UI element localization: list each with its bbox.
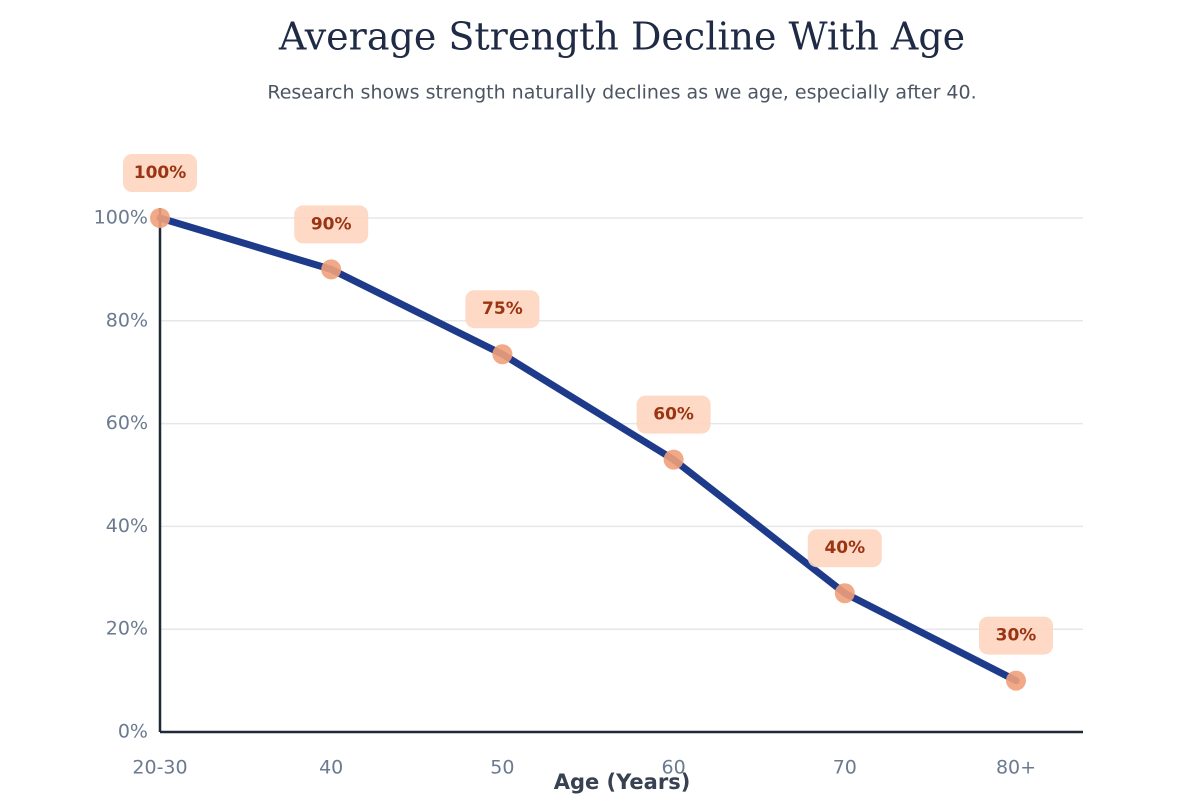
- point: [492, 344, 513, 365]
- y-tick-label: 40%: [106, 515, 148, 537]
- x-tick-label: 70: [833, 757, 857, 779]
- point: [663, 449, 684, 470]
- point-label: 100%: [134, 163, 187, 183]
- x-tick-label: 60: [662, 757, 686, 779]
- y-tick-label: 100%: [94, 207, 148, 229]
- x-tick-label: 20-30: [132, 757, 187, 779]
- label-box: [294, 205, 369, 244]
- label-box: [807, 529, 882, 568]
- point-label: 75%: [482, 299, 523, 319]
- chart-title: Average Strength Decline With Age: [278, 15, 965, 59]
- x-axis-title: Age (Years): [554, 770, 691, 794]
- point: [321, 259, 342, 280]
- label-box: [465, 290, 540, 329]
- x-tick-label: 50: [490, 757, 514, 779]
- x-tick-label: 40: [319, 757, 343, 779]
- point: [1006, 670, 1026, 691]
- chart-subtitle: Research shows strength naturally declin…: [267, 82, 976, 104]
- point: [150, 208, 170, 228]
- x-tick-label: 80+: [996, 757, 1036, 779]
- y-tick-label: 20%: [106, 618, 148, 640]
- point-label: 30%: [996, 626, 1037, 646]
- point-label: 60%: [653, 405, 694, 425]
- label-box: [123, 154, 197, 192]
- label-box: [636, 395, 711, 434]
- point: [834, 583, 855, 604]
- point-label: 40%: [824, 538, 865, 558]
- point-label: 90%: [311, 214, 352, 234]
- y-tick-label: 60%: [106, 412, 148, 434]
- y-tick-label: 0%: [118, 721, 148, 743]
- y-tick-label: 80%: [106, 309, 148, 331]
- label-box: [979, 616, 1053, 655]
- line: [156, 214, 1020, 685]
